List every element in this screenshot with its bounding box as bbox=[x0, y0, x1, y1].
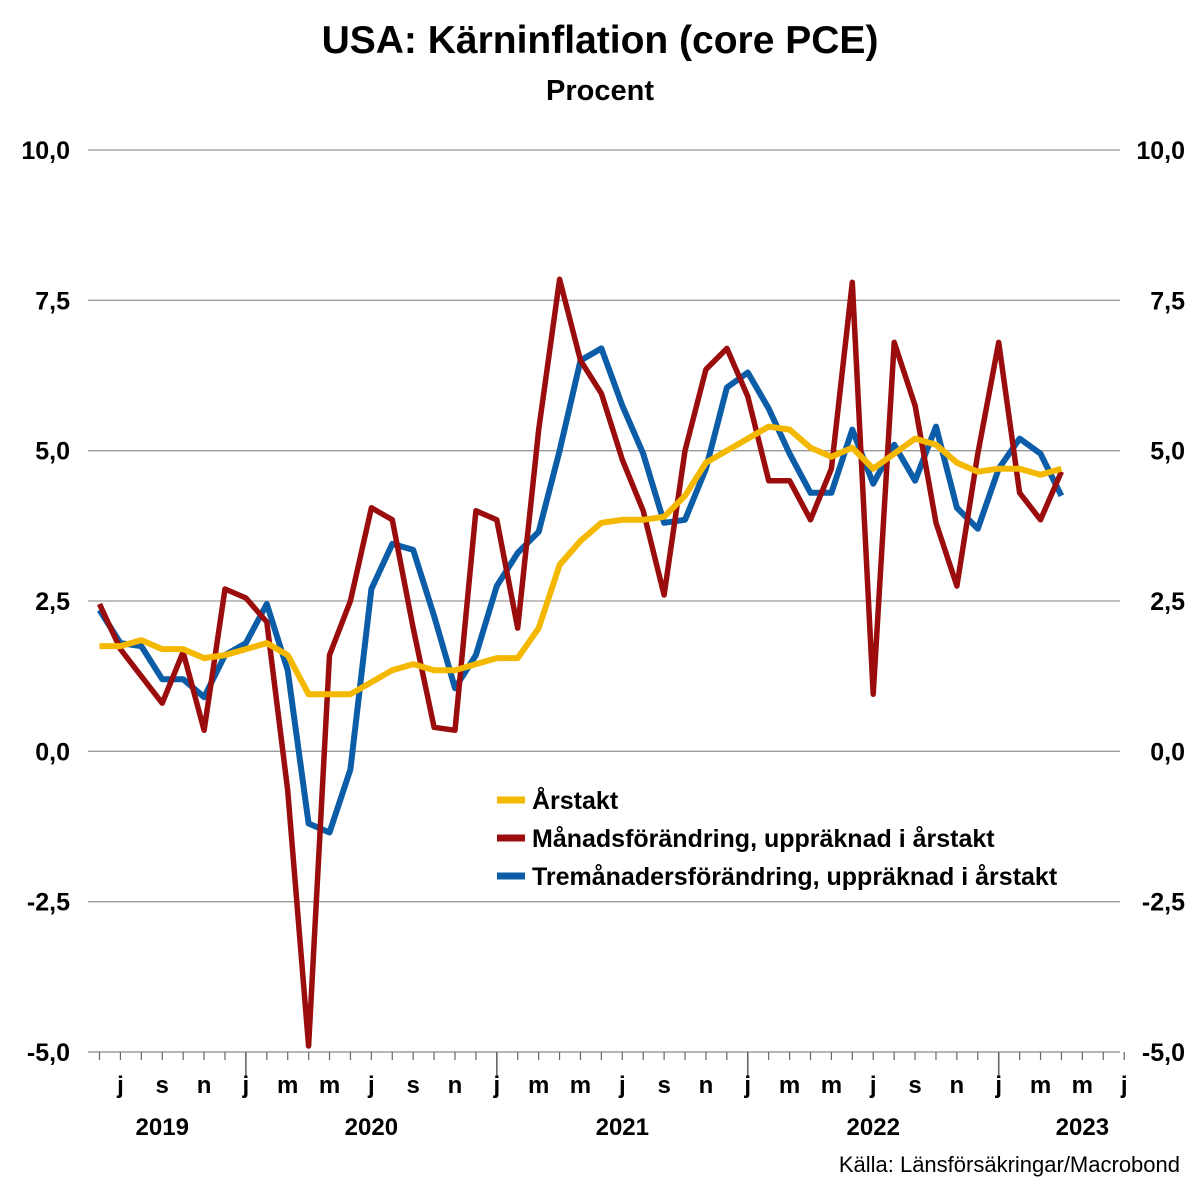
x-month-label: n bbox=[950, 1072, 965, 1099]
x-month-label: m bbox=[821, 1072, 842, 1099]
y-axis-left: 10,0 7,5 5,0 2,5 0,0 -2,5 -5,0 bbox=[21, 137, 70, 1067]
y-tick-label-left: 10,0 bbox=[21, 137, 70, 165]
x-month-label: j bbox=[994, 1072, 1002, 1099]
y-tick-label-right: 7,5 bbox=[1150, 287, 1185, 315]
x-year-label: 2019 bbox=[136, 1114, 189, 1141]
x-month-label: j bbox=[618, 1072, 626, 1099]
gridlines bbox=[88, 149, 1120, 1053]
y-tick-label-right: -2,5 bbox=[1142, 889, 1185, 917]
x-year-label: 2022 bbox=[847, 1114, 900, 1141]
x-month-label: m bbox=[277, 1072, 298, 1099]
x-month-label: m bbox=[1030, 1072, 1051, 1099]
x-month-label: s bbox=[657, 1072, 670, 1099]
y-tick-label-right: 5,0 bbox=[1150, 438, 1185, 466]
x-month-label: n bbox=[197, 1072, 212, 1099]
x-month-label: j bbox=[1120, 1072, 1128, 1099]
x-month-label: j bbox=[869, 1072, 877, 1099]
y-tick-label-left: 7,5 bbox=[35, 287, 70, 315]
x-month-label: s bbox=[406, 1072, 419, 1099]
series-line-arstakt bbox=[99, 423, 1063, 698]
legend-label: Tremånadersförändring, uppräknad i årsta… bbox=[532, 863, 1058, 891]
source-note: Källa: Länsförsäkringar/Macrobond bbox=[839, 1152, 1180, 1177]
x-month-label: j bbox=[492, 1072, 500, 1099]
x-month-label: n bbox=[699, 1072, 714, 1099]
x-year-label: 2020 bbox=[345, 1114, 398, 1141]
x-month-label: s bbox=[908, 1072, 921, 1099]
series-line-manadsforandring bbox=[97, 276, 1064, 1049]
y-tick-label-right: -5,0 bbox=[1142, 1039, 1185, 1067]
x-year-label: 2021 bbox=[596, 1114, 649, 1141]
x-month-label: s bbox=[156, 1072, 169, 1099]
x-month-label: n bbox=[448, 1072, 463, 1099]
chart-subtitle: Procent bbox=[546, 75, 654, 107]
x-month-label: j bbox=[242, 1072, 250, 1099]
y-axis-right: 10,0 7,5 5,0 2,5 0,0 -2,5 -5,0 bbox=[1136, 137, 1185, 1067]
legend-label: Årstakt bbox=[532, 786, 619, 815]
y-tick-label-right: 10,0 bbox=[1136, 137, 1185, 165]
y-tick-label-right: 0,0 bbox=[1150, 738, 1185, 766]
x-month-label: m bbox=[779, 1072, 800, 1099]
y-tick-label-right: 2,5 bbox=[1150, 588, 1185, 616]
y-tick-label-left: -2,5 bbox=[27, 889, 70, 917]
x-month-label: m bbox=[528, 1072, 549, 1099]
y-tick-label-left: 2,5 bbox=[35, 588, 70, 616]
y-tick-label-left: 0,0 bbox=[35, 738, 70, 766]
y-tick-label-left: -5,0 bbox=[27, 1039, 70, 1067]
x-month-label: j bbox=[367, 1072, 375, 1099]
y-tick-label-left: 5,0 bbox=[35, 438, 70, 466]
series-lines bbox=[96, 276, 1065, 1049]
legend: Årstakt Månadsförändring, uppräknad i års… bbox=[497, 786, 1058, 891]
chart-title: USA: Kärninflation (core PCE) bbox=[322, 19, 879, 62]
x-month-label: m bbox=[570, 1072, 591, 1099]
legend-label: Månadsförändring, uppräknad i årstakt bbox=[532, 825, 995, 853]
x-month-label: m bbox=[319, 1072, 340, 1099]
x-month-label: j bbox=[743, 1072, 751, 1099]
x-month-label: m bbox=[1072, 1072, 1093, 1099]
x-month-label: j bbox=[116, 1072, 124, 1099]
x-year-label: 2023 bbox=[1056, 1114, 1109, 1141]
